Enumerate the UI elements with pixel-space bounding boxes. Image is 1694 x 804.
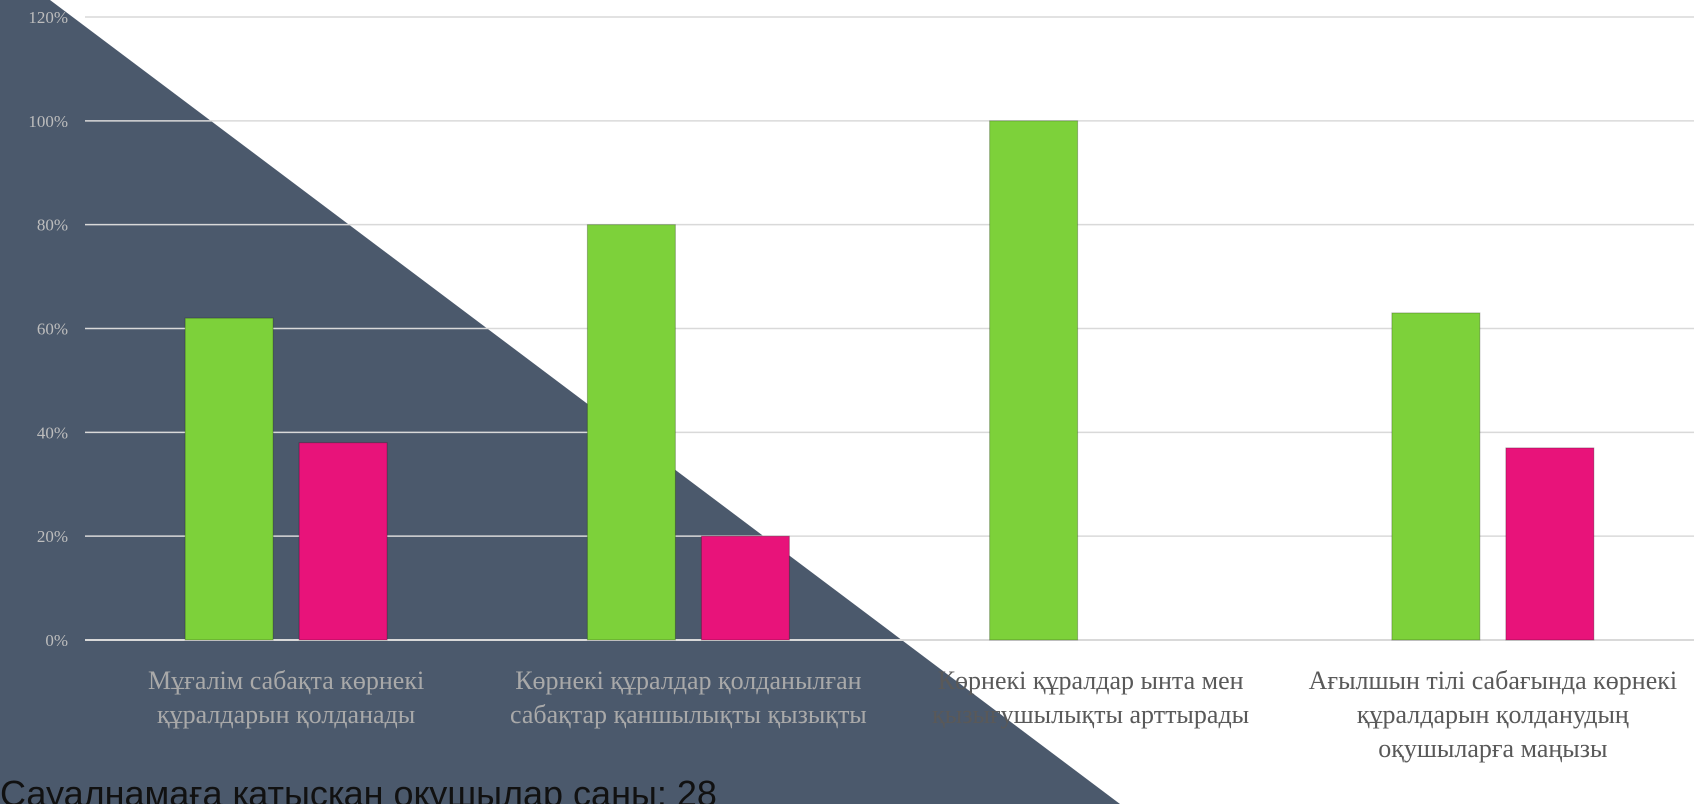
x-category-label: Мұғалім сабақта көрнекі құралдарын қолда…: [148, 666, 425, 729]
x-category-label: Ағылшын тілі сабағында көрнекі құралдары…: [1308, 666, 1678, 763]
y-tick-label: 60%: [37, 320, 68, 339]
y-tick-label: 0%: [45, 631, 68, 650]
y-tick-label: 120%: [28, 8, 68, 27]
y-axis-tick-labels: 0% 20% 40% 60% 80% 100% 120%: [28, 8, 68, 650]
y-tick-label: 40%: [37, 423, 68, 442]
x-category-label: Көрнекі құралдар ынта мен қызығушылықты …: [932, 666, 1250, 729]
bar-series-2-category-1: [298, 442, 388, 641]
bar-series-1-category-2: [586, 224, 676, 641]
bar-series-2-category-4: [1505, 447, 1595, 641]
y-tick-label: 20%: [37, 527, 68, 546]
triangle-shape: [0, 0, 1120, 804]
bars: [184, 120, 1595, 641]
y-tick-label: 100%: [28, 112, 68, 131]
x-category-label: Көрнекі құралдар қолданылған сабақтар қа…: [509, 666, 867, 729]
y-tick-label: 80%: [37, 216, 68, 235]
survey-participants-caption: Сауалнамаға қатысқан оқушылар саны: 28: [0, 774, 717, 804]
bar-series-2-category-2: [700, 535, 790, 641]
bar-series-1-category-3: [989, 120, 1079, 641]
bar-series-1-category-1: [184, 317, 274, 641]
bar-series-1-category-4: [1391, 312, 1481, 641]
